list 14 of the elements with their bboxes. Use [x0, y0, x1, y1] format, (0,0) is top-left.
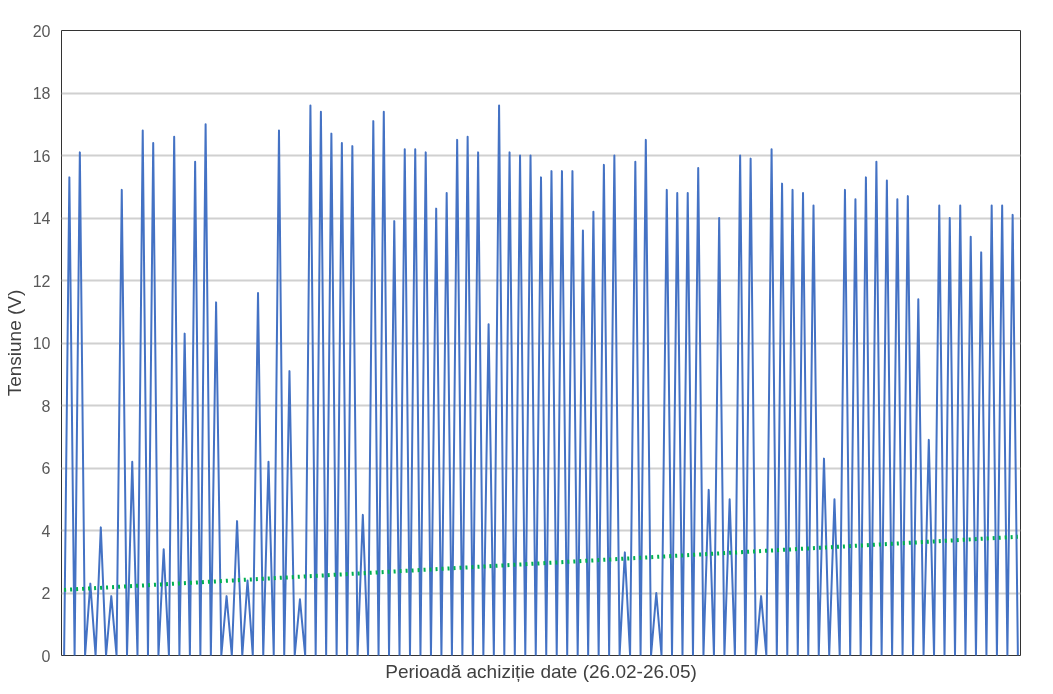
- y-tick-label: 14: [32, 210, 51, 227]
- y-tick-label: 16: [32, 147, 51, 165]
- y-axis-title: Tensiune (V): [3, 289, 25, 397]
- y-tick-label: 18: [32, 85, 51, 102]
- y-tick-label: 20: [32, 22, 51, 40]
- y-tick-label: 12: [32, 272, 51, 290]
- y-tick-label: 10: [32, 335, 51, 352]
- y-tick-label: 8: [41, 397, 51, 415]
- y-tick-label: 0: [41, 647, 51, 665]
- y-tick-label: 6: [41, 460, 51, 477]
- y-tick-label: 4: [41, 522, 51, 540]
- line-series: [63, 104, 1019, 656]
- y-tick-label: 2: [41, 585, 51, 602]
- x-axis-title: Perioadă achiziție date (26.02-26.05): [385, 660, 697, 682]
